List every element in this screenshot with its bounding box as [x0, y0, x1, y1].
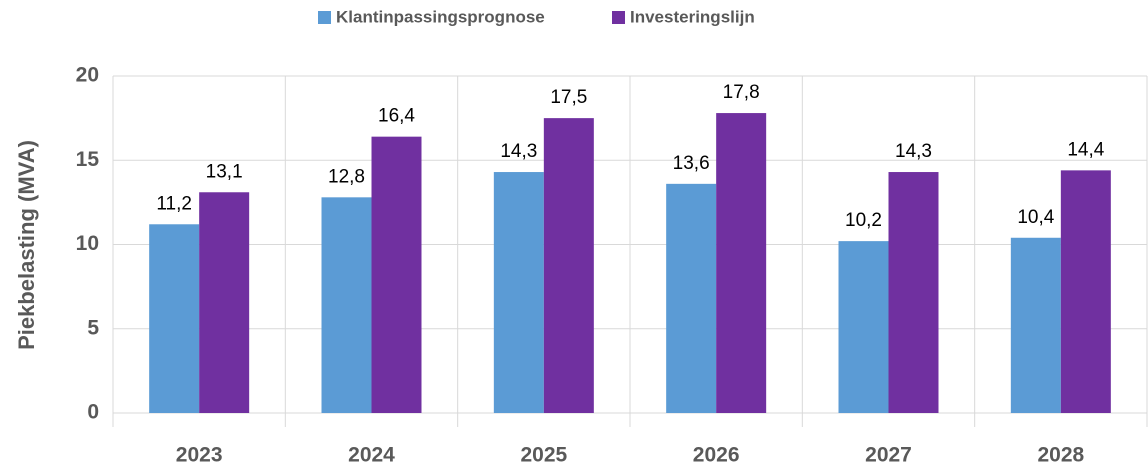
x-tick-label: 2027: [865, 444, 912, 467]
bar: [149, 224, 200, 413]
x-tick-label: 2026: [693, 444, 740, 467]
bar: [543, 118, 594, 413]
bar: [666, 183, 717, 413]
y-tick-label: 15: [76, 148, 100, 171]
bar: [371, 136, 422, 413]
legend-label: Klantinpassingsprognose: [336, 7, 545, 26]
value-label: 14,3: [895, 141, 932, 162]
x-tick-label: 2028: [1037, 444, 1084, 467]
bar: [1060, 170, 1111, 413]
value-label: 12,8: [328, 166, 365, 187]
bar: [716, 113, 767, 413]
y-tick-label: 10: [76, 232, 99, 255]
value-label: 11,2: [156, 193, 192, 214]
value-label: 17,8: [723, 82, 760, 103]
value-label: 10,4: [1017, 207, 1054, 228]
x-tick-label: 2024: [348, 444, 395, 467]
value-label: 10,2: [845, 210, 882, 231]
x-tick-label: 2023: [176, 444, 223, 467]
y-tick-label: 5: [87, 316, 99, 339]
y-axis-label: Piekbelasting (MVA): [14, 140, 39, 350]
value-label: 17,5: [550, 87, 587, 108]
value-label: 13,6: [673, 153, 710, 174]
bar: [888, 172, 939, 413]
bar: [838, 241, 889, 413]
bar: [493, 172, 544, 413]
legend-swatch: [612, 11, 625, 24]
bar: [199, 192, 250, 413]
value-label: 14,4: [1067, 139, 1104, 160]
legend-label: Investeringslijn: [630, 7, 755, 26]
legend-swatch: [318, 11, 331, 24]
bar: [321, 197, 372, 413]
bar: [1010, 237, 1061, 413]
value-label: 16,4: [378, 106, 415, 127]
y-tick-label: 20: [76, 64, 99, 87]
x-tick-label: 2025: [520, 444, 567, 467]
value-label: 14,3: [500, 141, 537, 162]
value-label: 13,1: [206, 161, 243, 182]
y-tick-label: 0: [87, 401, 99, 424]
